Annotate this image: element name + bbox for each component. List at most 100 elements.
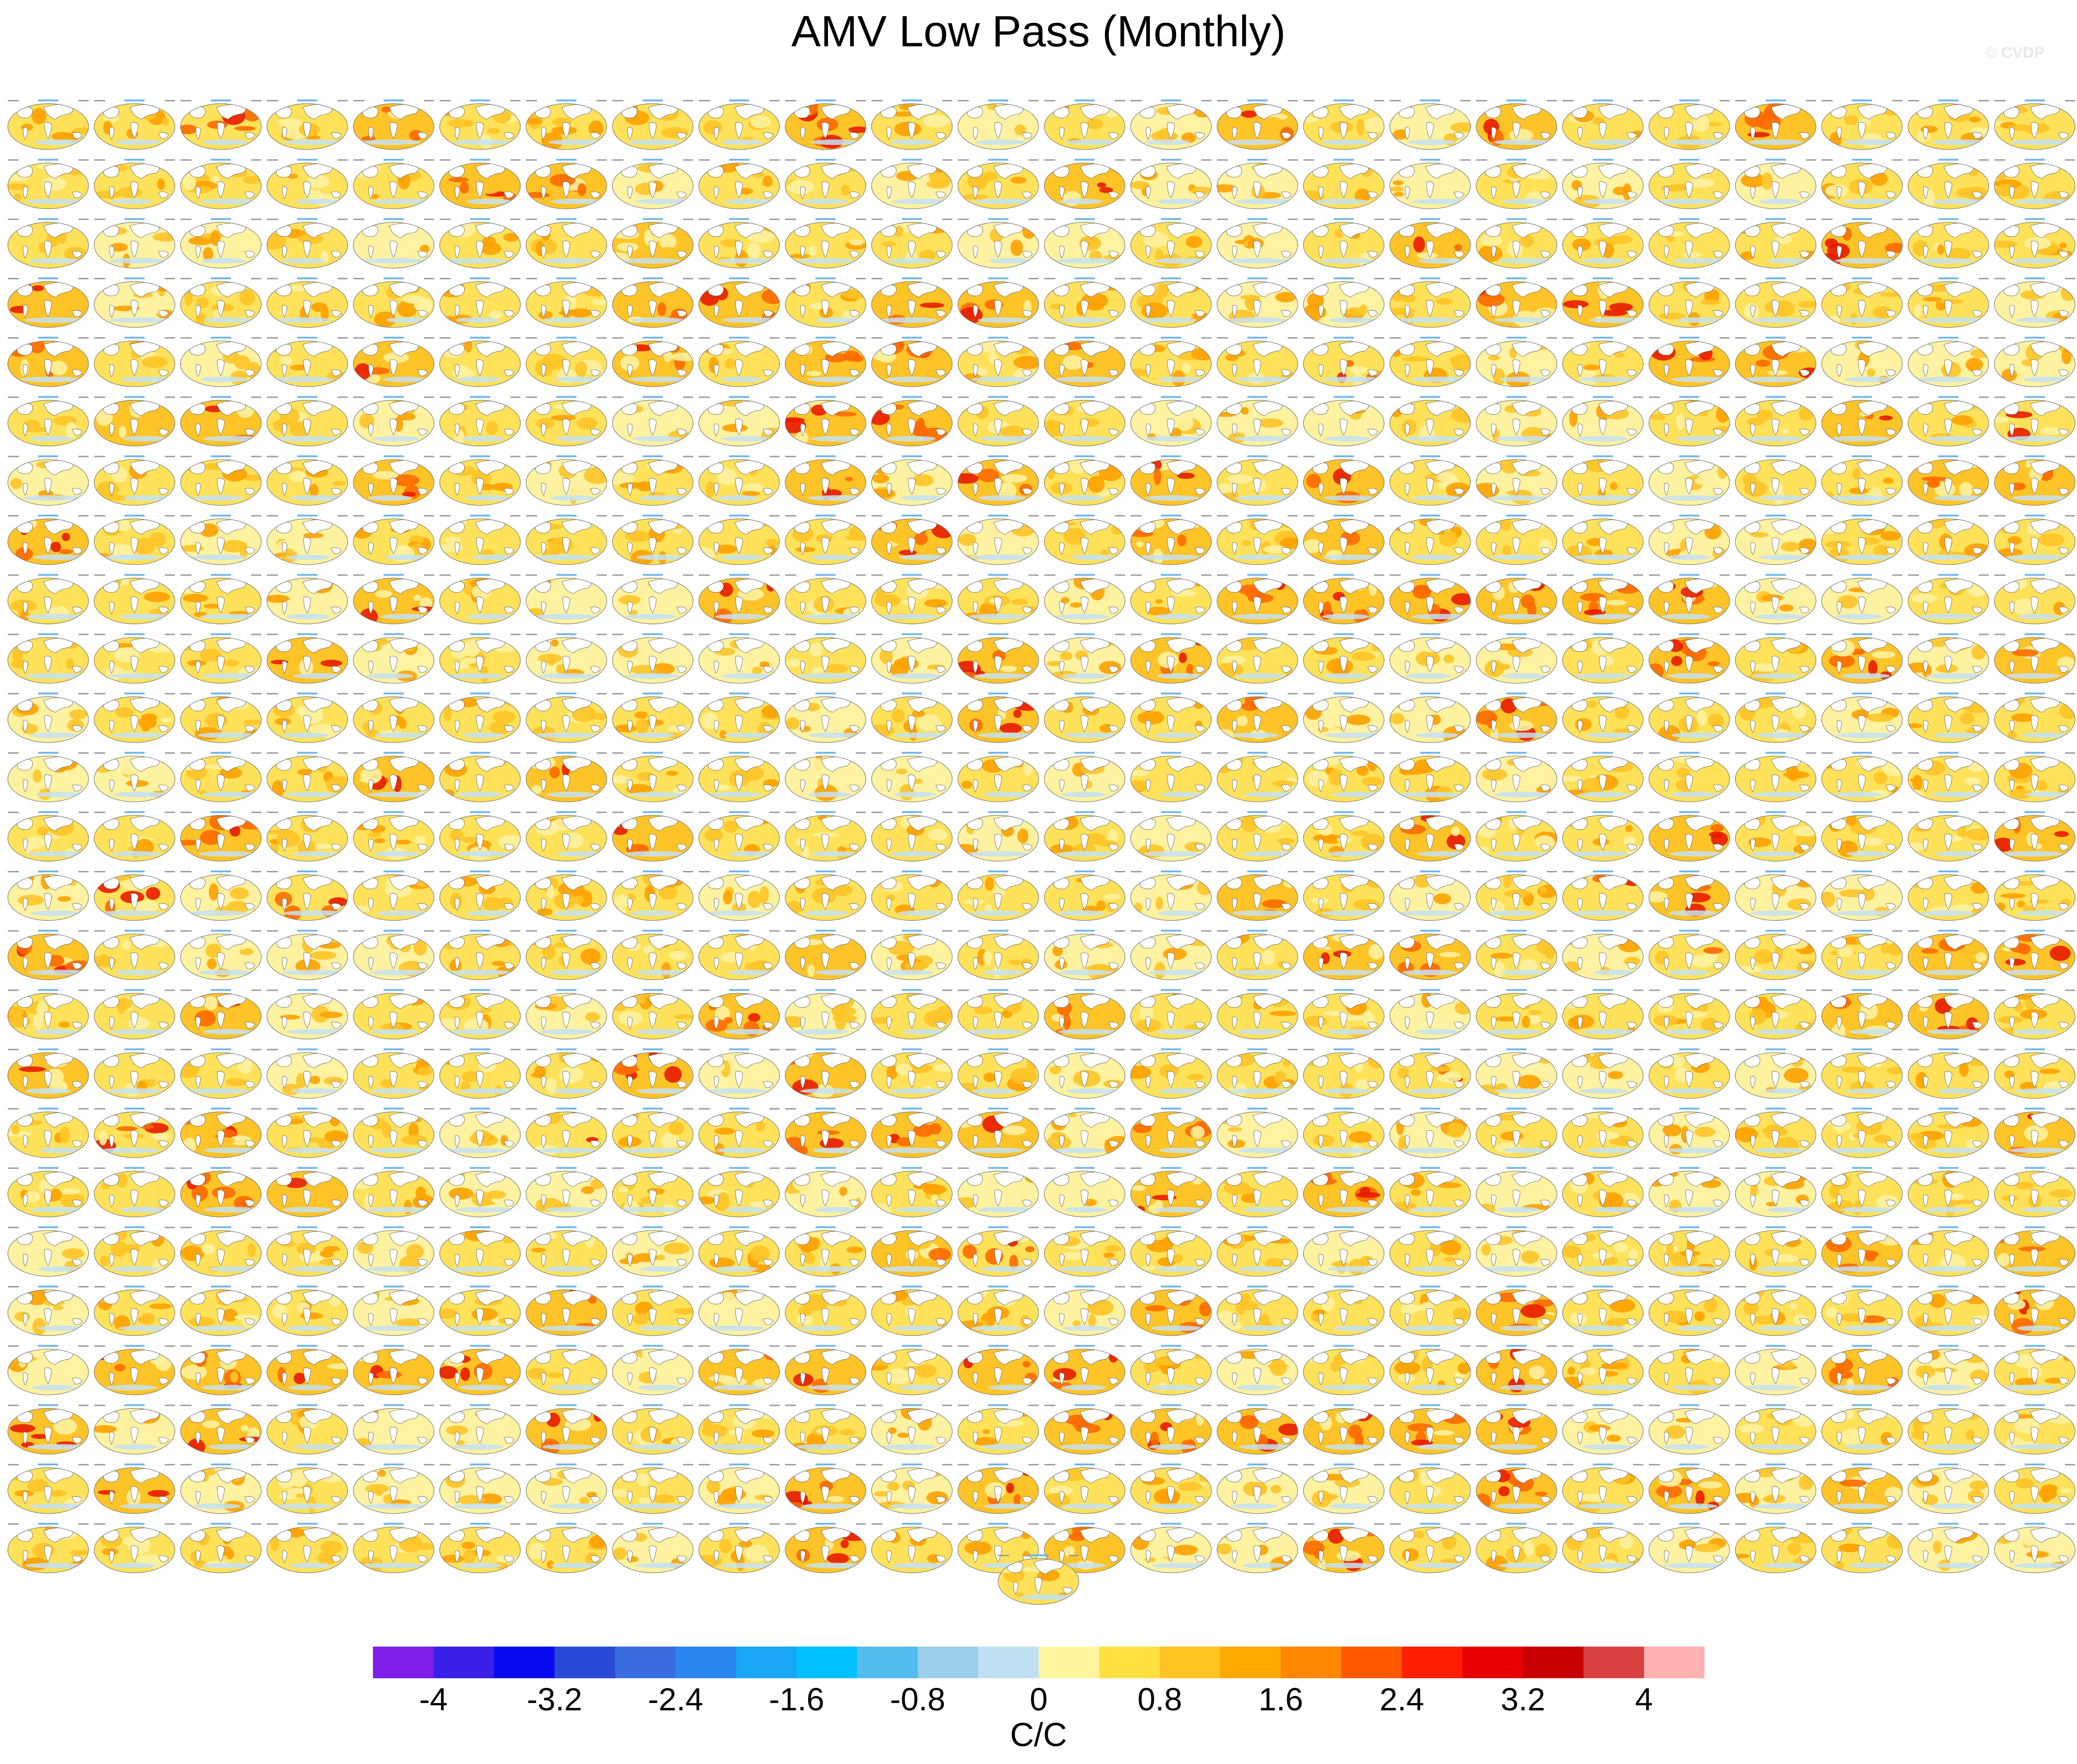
map-panel — [439, 1463, 521, 1514]
map-panel — [1649, 1108, 1730, 1158]
colorbar-tick-label: -3.2 — [527, 1681, 583, 1717]
map-panel — [1821, 396, 1903, 447]
map-panel — [1044, 752, 1126, 802]
map-panel — [439, 1048, 521, 1099]
colorbar-tick-label: -2.4 — [648, 1681, 704, 1717]
map-panel — [526, 277, 607, 328]
map-panel — [1389, 455, 1471, 506]
map-panel — [94, 515, 175, 565]
map-panel — [1994, 1167, 2076, 1217]
map-panel — [180, 870, 262, 921]
map-panel — [1821, 870, 1903, 921]
map-panel — [957, 100, 1039, 150]
map-panel — [7, 693, 89, 743]
map-panel — [1821, 574, 1903, 625]
map-panel — [1044, 455, 1126, 506]
map-panel — [353, 159, 434, 209]
map-panel — [267, 811, 348, 862]
map-panel — [1130, 396, 1212, 447]
map-panel — [1908, 693, 1989, 743]
map-panel — [1130, 218, 1212, 269]
map-panel — [1303, 870, 1385, 921]
map-panel — [1130, 930, 1212, 980]
map-panel — [698, 1463, 780, 1514]
map-panel — [698, 218, 780, 269]
colorbar-segment — [736, 1647, 797, 1678]
map-panel — [439, 1404, 521, 1455]
map-panel — [1994, 870, 2076, 921]
map-panel — [1994, 1226, 2076, 1277]
map-panel — [1216, 1523, 1298, 1573]
map-panel — [353, 455, 434, 506]
map-panel — [1044, 1048, 1126, 1099]
map-panel — [1735, 1286, 1816, 1336]
colorbar-segment — [1160, 1647, 1221, 1678]
map-panel — [698, 1286, 780, 1336]
map-panel — [439, 574, 521, 625]
map-panel — [1130, 1108, 1212, 1158]
map-panel — [180, 515, 262, 565]
map-panel — [353, 1048, 434, 1099]
map-panel — [1562, 989, 1644, 1040]
map-panel — [1994, 930, 2076, 980]
map-panel — [1476, 633, 1557, 684]
colorbar-segment — [1038, 1647, 1100, 1678]
map-panel — [7, 277, 89, 328]
map-panel — [439, 930, 521, 980]
map-panel — [439, 693, 521, 743]
map-panel — [1216, 1404, 1298, 1455]
map-panel — [1044, 396, 1126, 447]
map-panel — [180, 811, 262, 862]
map-panel — [1303, 1523, 1385, 1573]
map-panel — [1044, 1463, 1126, 1514]
map-panel — [1735, 277, 1816, 328]
map-panel — [267, 1523, 348, 1573]
map-panel — [1735, 100, 1816, 150]
map-panel — [94, 1286, 175, 1336]
map-panel — [1044, 633, 1126, 684]
map-panel — [94, 811, 175, 862]
map-panel — [1476, 870, 1557, 921]
map-panel — [1735, 515, 1816, 565]
map-panel — [353, 218, 434, 269]
map-panel — [267, 337, 348, 387]
map-panel — [1994, 989, 2076, 1040]
map-panel — [871, 1167, 953, 1217]
map-panel — [267, 930, 348, 980]
map-panel — [180, 1048, 262, 1099]
map-panel — [1735, 693, 1816, 743]
map-panel — [267, 752, 348, 802]
map-panel — [267, 1286, 348, 1336]
map-panel — [1303, 455, 1385, 506]
map-panel — [353, 337, 434, 387]
map-panel — [1044, 930, 1126, 980]
map-panel — [1303, 1108, 1385, 1158]
map-panel — [439, 337, 521, 387]
map-panel — [1216, 870, 1298, 921]
map-panel — [1562, 1167, 1644, 1217]
map-panel — [353, 989, 434, 1040]
map-panel — [1389, 515, 1471, 565]
map-panel — [439, 989, 521, 1040]
map-panel — [1130, 1167, 1212, 1217]
map-panel — [1735, 1345, 1816, 1395]
map-panel — [871, 455, 953, 506]
map-panel — [1389, 1226, 1471, 1277]
map-panel — [1216, 1286, 1298, 1336]
map-panel — [1476, 159, 1557, 209]
map-panel — [1649, 870, 1730, 921]
map-panel — [1562, 574, 1644, 625]
map-panel — [1821, 159, 1903, 209]
map-panel — [1216, 633, 1298, 684]
map-panel — [1044, 277, 1126, 328]
map-panel — [1303, 1404, 1385, 1455]
map-panel — [1562, 752, 1644, 802]
map-panel — [267, 1108, 348, 1158]
map-panel — [1735, 1463, 1816, 1514]
colorbar — [373, 1647, 1705, 1678]
map-panel — [267, 989, 348, 1040]
map-panel — [612, 1404, 694, 1455]
map-panel — [1908, 337, 1989, 387]
map-panel — [957, 337, 1039, 387]
colorbar-tick-label: -0.8 — [890, 1681, 945, 1717]
